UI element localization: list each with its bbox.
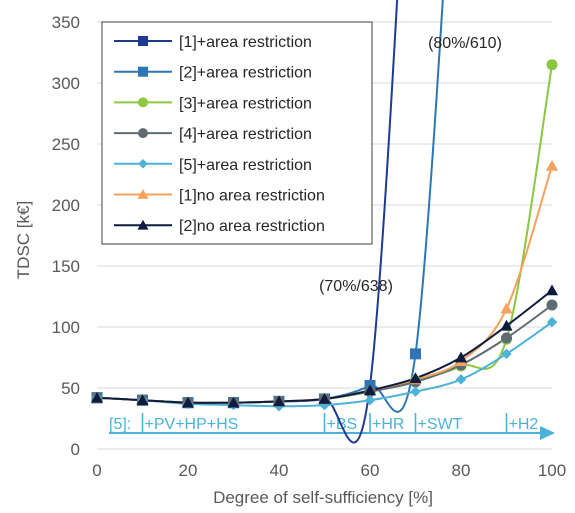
legend-marker-4	[138, 159, 148, 169]
x-tick-label-3: 60	[361, 461, 380, 480]
legend-label-5: [1]no area restriction	[179, 188, 325, 205]
y-axis-title: TDSC [k€]	[14, 201, 33, 279]
series-markers	[90, 59, 559, 412]
series-5-marker-9	[500, 302, 513, 314]
annotation-0: (70%/638)	[319, 278, 393, 295]
extension-bar-label: [5]:	[109, 416, 131, 433]
series-6-marker-1	[136, 394, 149, 406]
x-tick-label-0: 0	[92, 461, 101, 480]
extension-step-label-2: +HR	[372, 416, 404, 433]
series-6-marker-0	[90, 391, 104, 403]
series-6-marker-10	[545, 284, 559, 296]
series-3-marker-9	[501, 332, 512, 344]
series-3-marker-10	[546, 299, 558, 311]
x-tick-label-2: 40	[270, 461, 289, 480]
series-4-marker-10	[546, 316, 558, 328]
legend-label-0: [1]+area restriction	[179, 34, 312, 51]
y-tick-label-1: 50	[61, 379, 80, 398]
series-4-marker-7	[410, 386, 421, 397]
legend-label-4: [5]+area restriction	[179, 157, 312, 174]
legend: [1]+area restriction [2]+area restriction…	[101, 21, 373, 245]
series-6-marker-2	[181, 396, 195, 408]
y-tick-label-2: 100	[52, 318, 80, 337]
extension-bar: [5]: +PV+HP+HS +BS +HR +SWT +H2	[109, 413, 555, 440]
series-6-marker-9	[500, 319, 513, 331]
y-tick-label-6: 300	[52, 74, 80, 93]
extension-step-label-3: +SWT	[418, 416, 463, 433]
x-tick-label-1: 20	[179, 461, 198, 480]
series-6-marker-8	[454, 351, 468, 363]
y-tick-label-0: 0	[71, 440, 80, 459]
series-5-marker-10	[545, 159, 559, 171]
x-tick-label-5: 100	[538, 461, 566, 480]
series-6-marker-6	[363, 384, 377, 396]
extension-step-label-0: +PV+HP+HS	[145, 416, 239, 433]
y-tick-label-7: 350	[52, 13, 80, 32]
series-6-marker-3	[227, 396, 240, 408]
series-4-marker-8	[455, 374, 467, 385]
extension-arrow-head	[540, 426, 555, 440]
legend-label-1: [2]+area restriction	[179, 65, 312, 82]
y-tick-label-5: 250	[52, 135, 80, 154]
series-1-marker-7	[410, 348, 421, 360]
x-axis-title: Degree of self-sufficiency [%]	[213, 488, 433, 507]
legend-marker-5	[137, 189, 149, 199]
legend-box	[101, 21, 373, 245]
y-tick-label-4: 200	[52, 196, 80, 215]
series-6-marker-5	[318, 392, 331, 404]
series-2-marker-10	[546, 59, 558, 71]
x-tick-label-4: 80	[452, 461, 471, 480]
series-6-marker-4	[272, 395, 286, 407]
legend-marker-2	[138, 97, 148, 108]
legend-marker-0	[138, 36, 148, 46]
legend-marker-6	[137, 219, 149, 230]
axes: 0 50 100 150 200 250 300 350 0 20 40 60 80 100	[52, 13, 567, 480]
y-tick-label-3: 150	[52, 257, 80, 276]
series-4-marker-6	[364, 394, 376, 406]
legend-label-6: [2]no area restriction	[179, 218, 325, 235]
series-4-marker-9	[501, 348, 512, 360]
annotations: (70%/638) (80%/610)	[319, 35, 502, 295]
annotation-1: (80%/610)	[428, 35, 502, 52]
legend-marker-1	[138, 66, 148, 77]
legend-label-2: [3]+area restriction	[179, 95, 312, 112]
extension-step-label-4: +H2	[509, 416, 539, 433]
series-6-marker-7	[409, 372, 422, 384]
legend-label-3: [4]+area restriction	[179, 126, 312, 143]
legend-marker-3	[138, 128, 148, 139]
